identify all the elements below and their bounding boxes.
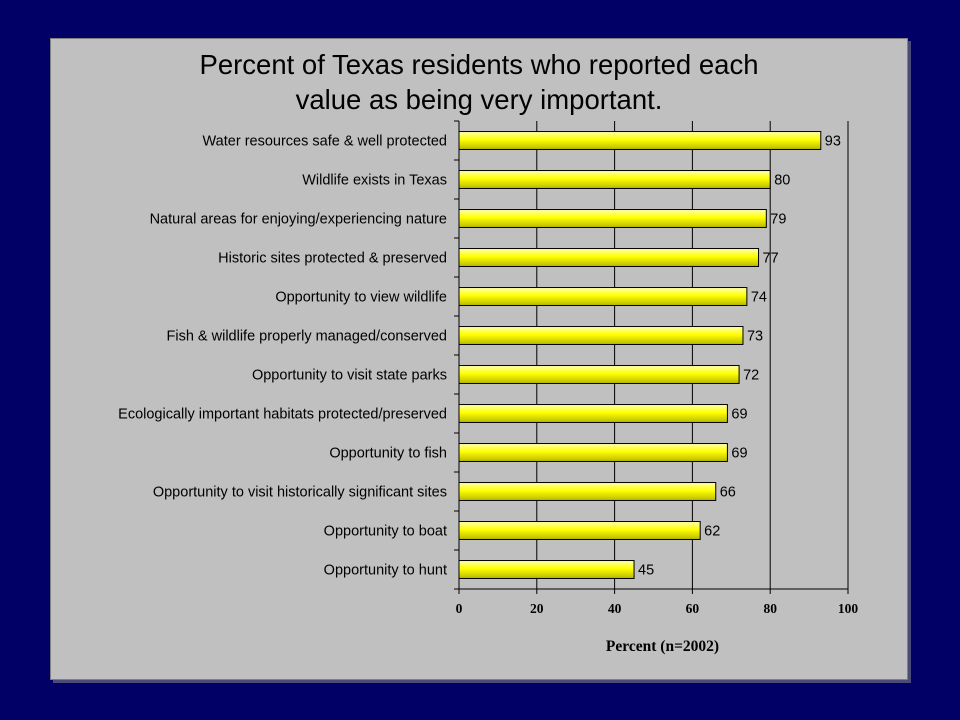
data-label: 93: [825, 134, 841, 150]
category-label: Opportunity to visit state parks: [252, 368, 447, 384]
category-label: Fish & wildlife properly managed/conserv…: [167, 329, 447, 345]
chart-title: Percent of Texas residents who reported …: [51, 47, 907, 117]
x-tick-label: 100: [838, 601, 859, 616]
category-label: Opportunity to fish: [329, 446, 447, 462]
bar: [458, 287, 748, 306]
data-label: 80: [774, 173, 790, 189]
x-tick-label: 80: [763, 601, 777, 616]
data-label: 62: [704, 524, 720, 540]
category-label: Opportunity to boat: [324, 524, 447, 540]
data-label: 66: [720, 485, 736, 501]
bar: [458, 560, 635, 579]
bar: [458, 482, 717, 501]
category-label: Water resources safe & well protected: [203, 134, 447, 150]
bar: [458, 521, 701, 540]
x-tick-label: 20: [530, 601, 544, 616]
category-label: Historic sites protected & preserved: [218, 251, 447, 267]
bar-chart: 0 20 40 60 80 100 Water resources safe & well …: [118, 120, 859, 655]
category-label: Natural areas for enjoying/experiencing …: [150, 212, 447, 228]
bar: [458, 131, 822, 150]
category-label: Ecologically important habitats protecte…: [118, 407, 447, 423]
x-tick-label: 60: [686, 601, 700, 616]
bar: [458, 404, 728, 423]
bar: [458, 209, 767, 228]
bar: [458, 248, 760, 267]
chart-title-line-1: Percent of Texas residents who reported …: [199, 49, 759, 80]
category-label: Opportunity to hunt: [324, 563, 447, 579]
bar: [458, 443, 728, 462]
bar: [458, 326, 744, 345]
chart-title-line-2: value as being very important.: [295, 84, 663, 115]
bar: [458, 170, 771, 189]
category-label: Wildlife exists in Texas: [302, 173, 447, 189]
data-label: 69: [731, 446, 747, 462]
data-label: 77: [763, 251, 779, 267]
data-label: 73: [747, 329, 763, 345]
slide-panel: Percent of Texas residents who reported …: [50, 38, 908, 680]
data-label: 79: [770, 212, 786, 228]
bar: [458, 365, 740, 384]
data-label: 69: [731, 407, 747, 423]
x-tick-label: 40: [608, 601, 622, 616]
data-label: 45: [638, 563, 654, 579]
data-label: 74: [751, 290, 767, 306]
x-axis-title: Percent (n=2002): [606, 638, 719, 655]
plot-area: [459, 121, 848, 589]
x-tick-label: 0: [456, 601, 463, 616]
category-label: Opportunity to view wildlife: [275, 290, 447, 306]
data-label: 72: [743, 368, 759, 384]
category-label: Opportunity to visit historically signif…: [153, 485, 447, 501]
